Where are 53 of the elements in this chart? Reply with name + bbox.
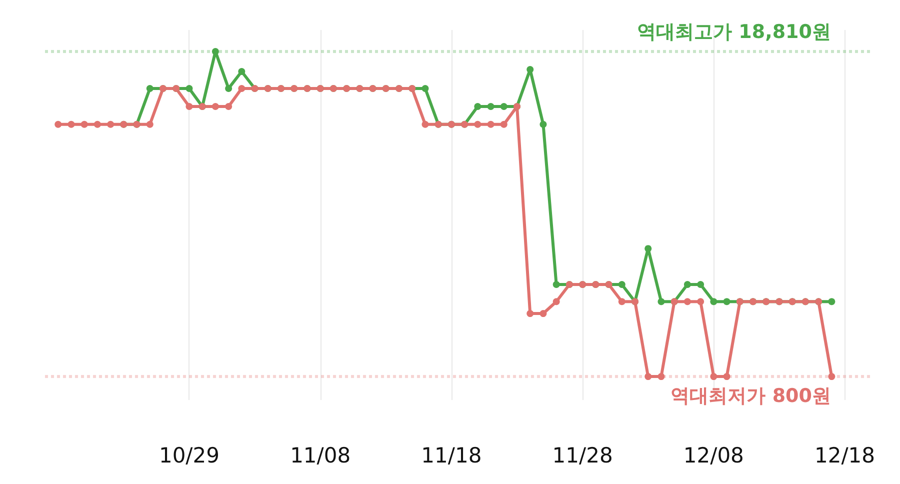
point	[422, 120, 429, 128]
point	[540, 310, 547, 318]
point	[552, 280, 560, 288]
point	[697, 298, 704, 306]
point	[658, 373, 665, 380]
point	[238, 84, 246, 92]
point	[487, 120, 494, 128]
point	[68, 120, 75, 128]
point	[146, 120, 154, 128]
point	[723, 298, 730, 306]
point	[80, 120, 88, 128]
point	[658, 298, 665, 306]
point	[540, 120, 547, 128]
point	[474, 120, 482, 128]
ref-line-label: 역대최고가 18,810원	[637, 20, 831, 43]
point	[644, 373, 652, 380]
point	[618, 280, 626, 288]
point	[186, 84, 193, 92]
x-tick-label: 12/08	[683, 444, 744, 468]
point	[146, 84, 154, 92]
point	[828, 298, 836, 306]
point	[238, 68, 246, 76]
point	[474, 103, 482, 110]
point	[500, 103, 508, 110]
point	[422, 84, 429, 92]
point	[552, 298, 560, 306]
point	[723, 373, 730, 380]
point	[828, 373, 836, 380]
point	[526, 66, 534, 74]
point	[225, 84, 232, 92]
point	[500, 120, 508, 128]
point	[697, 280, 704, 288]
point	[94, 120, 101, 128]
point	[54, 120, 62, 128]
point	[684, 280, 691, 288]
point	[212, 103, 219, 110]
point	[644, 245, 652, 252]
point	[212, 48, 219, 55]
point	[710, 298, 718, 306]
x-tick-label: 10/29	[158, 444, 220, 468]
point	[487, 103, 494, 110]
point	[107, 120, 114, 128]
x-tick-label: 12/18	[814, 444, 876, 468]
x-tick-label: 11/18	[421, 444, 482, 468]
point	[225, 103, 232, 110]
point	[526, 310, 534, 318]
point	[710, 373, 718, 380]
point	[684, 298, 691, 306]
point	[186, 103, 193, 110]
ref-line-label: 역대최저가 800원	[670, 385, 831, 408]
x-tick-label: 11/28	[552, 444, 613, 468]
x-tick-label: 11/08	[290, 444, 351, 468]
point	[618, 298, 626, 306]
